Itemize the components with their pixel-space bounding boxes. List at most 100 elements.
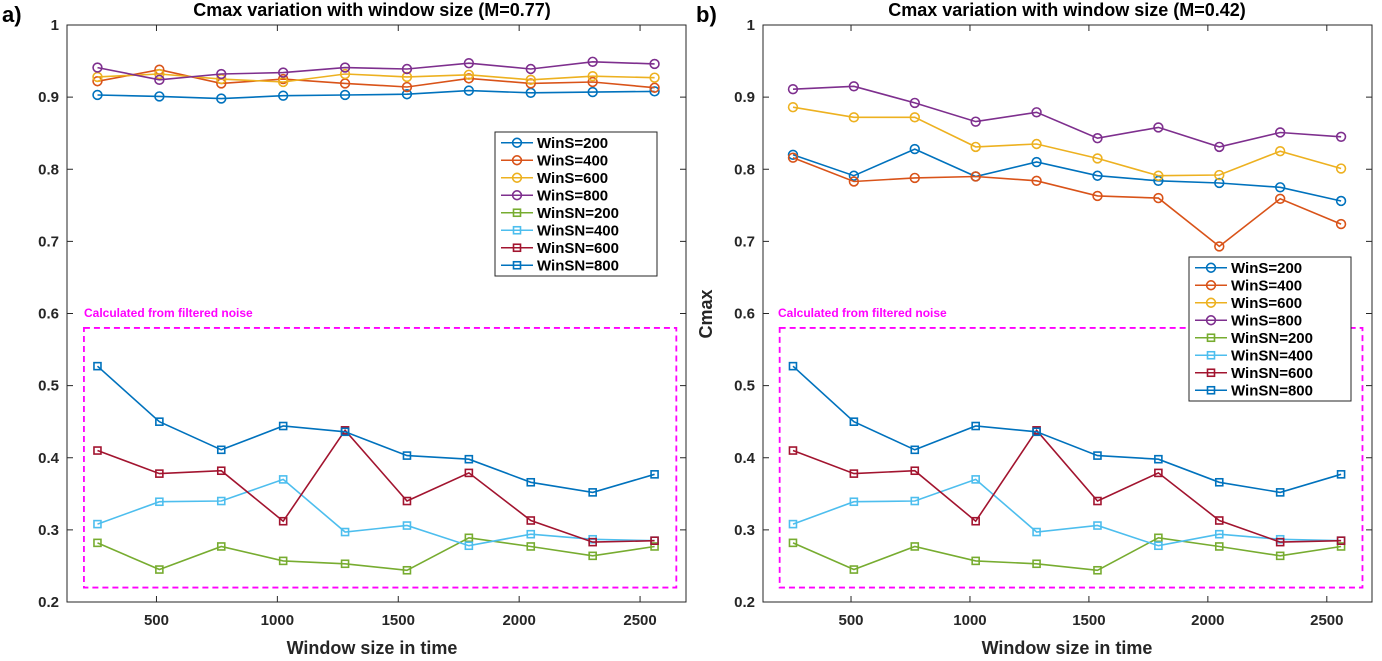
panel-a-data-point (155, 565, 164, 574)
panel-a-x-tick-label: 500 (144, 612, 169, 629)
panel-b-data-point (849, 497, 859, 507)
panel-a-y-tick-label: 0.8 (38, 161, 59, 178)
panel-b-data-point (1092, 153, 1103, 164)
panel-a-y-tick-label: 0.3 (38, 522, 59, 539)
panel-b-data-point (1154, 533, 1163, 543)
panel-b-data-point (971, 556, 980, 566)
panel-a-data-point (587, 56, 598, 67)
panel-b-x-tick-label: 1000 (953, 612, 986, 629)
panel-b-y-tick-label: 0.6 (734, 306, 755, 323)
panel-a-data-point (464, 533, 474, 543)
panel-a-legend-entry: WinSN=600 (537, 240, 619, 257)
panel-a-data-point (463, 58, 475, 69)
panel-b-data-point (970, 141, 981, 153)
panel-b-data-point (1032, 527, 1041, 537)
panel-b-data-point (787, 102, 799, 113)
panel-b-legend-marker (1206, 368, 1216, 378)
panel-a-legend-entry: WinS=600 (537, 170, 608, 187)
panel-b-legend-entry: WinSN=200 (1231, 330, 1313, 347)
panel-b-series-winsn-600 (788, 426, 1346, 547)
panel-b-data-point (1336, 542, 1346, 551)
panel-a-data-point (278, 556, 288, 566)
panel-b-data-point (910, 466, 920, 476)
panel-a-data-point (649, 82, 660, 93)
panel-b-data-point (1154, 468, 1163, 478)
panel-b-data-point (849, 565, 859, 574)
panel-b-legend-marker (1205, 315, 1217, 326)
panel-b-legend-entry: WinSN=400 (1231, 347, 1313, 364)
panel-b-legend-marker (1206, 385, 1216, 395)
panel-b-data-point (1214, 169, 1225, 181)
panel-a-legend-marker (512, 260, 522, 270)
panel-b-data-point (1031, 138, 1042, 150)
panel-a-data-point (92, 89, 103, 101)
panel-b-series-winsn-200 (788, 533, 1346, 575)
panel-b-series-wins-800 (787, 81, 1347, 153)
panel-a-data-point (587, 71, 598, 82)
panel-b-annotation-text: Calculated from filtered noise (778, 306, 947, 320)
panel-a-legend-marker (512, 225, 522, 235)
panel-b-data-point (1336, 470, 1346, 479)
panel-b-x-tick-label: 2000 (1191, 612, 1224, 629)
panel-a-x-axis-label: Window size in time (287, 638, 458, 656)
panel-a-data-point (650, 542, 659, 551)
panel-a-data-point (650, 470, 659, 479)
panel-a-data-point (401, 81, 413, 93)
panel-a-data-point (463, 73, 475, 84)
panel-b-data-point (909, 143, 920, 155)
panel-b-data-point (1154, 541, 1163, 551)
panel-b-data-point (848, 170, 860, 181)
panel-b-data-point (1335, 195, 1347, 207)
panel-b-legend-entry: WinSN=800 (1231, 382, 1313, 399)
panel-a-x-tick-label: 1000 (261, 612, 294, 629)
panel-b-data-point (788, 519, 798, 529)
panel-a-legend-marker (511, 172, 523, 183)
panel-a-data-point (278, 421, 288, 431)
panel-b-data-point (971, 516, 980, 526)
panel-b-data-point (788, 538, 798, 548)
panel-b-legend-entry: WinS=200 (1231, 260, 1302, 277)
panel-a-data-point (340, 427, 350, 437)
panel-b-data-point (909, 97, 920, 109)
panel-b-legend-entry: WinSN=600 (1231, 365, 1313, 382)
panel-a-y-tick-label: 0.7 (38, 233, 59, 250)
panel-a-legend-entry: WinSN=400 (537, 222, 619, 239)
panel-a-data-point (525, 63, 536, 75)
panel-a-data-point (526, 529, 536, 539)
panel-b-data-point (1335, 131, 1347, 142)
panel-b-series-winsn-800 (788, 361, 1346, 497)
panel-b-data-point (1275, 551, 1285, 561)
panel-a-series-line (97, 68, 655, 89)
panel-a-label: a) (2, 2, 22, 27)
panel-a-data-point (277, 67, 289, 78)
panel-b-series-wins-400 (787, 152, 1347, 252)
panel-b-data-point (1031, 107, 1042, 118)
panel-b-data-point (1336, 536, 1346, 545)
panel-b-data-point (1274, 127, 1286, 138)
panel-a-data-point (649, 58, 660, 70)
panel-b-series-line (792, 148, 1342, 202)
panel-b-data-point (848, 112, 860, 123)
panel-b-data-point (1274, 146, 1286, 157)
panel-a-series-line (97, 536, 655, 572)
panel-a-series-winsn-200 (93, 533, 659, 575)
panel-b-legend-box (1188, 256, 1352, 402)
panel-b-data-point (1214, 141, 1225, 153)
panel-b-data-point (971, 421, 980, 431)
panel-a-data-point (463, 85, 475, 96)
panel-b-data-point (1335, 218, 1347, 230)
panel-a-legend-entry: WinS=400 (537, 152, 608, 169)
panel-a-x-tick-label: 1500 (382, 612, 415, 629)
panel-a-y-tick-label: 0.2 (38, 594, 59, 611)
panel-a-data-point (650, 536, 659, 545)
panel-b-series-line (792, 85, 1342, 148)
panel-b-y-tick-label: 0.4 (734, 450, 756, 467)
panel-b-data-point (1093, 521, 1102, 530)
panel-b-data-point (849, 417, 859, 426)
panel-b-data-point (848, 81, 860, 92)
panel-b-data-point (1092, 190, 1103, 202)
panel-a-data-point (402, 451, 412, 460)
panel-b-data-point (970, 171, 981, 182)
panel-b-title: Cmax variation with window size (M=0.42) (888, 0, 1246, 20)
panel-a-data-point (92, 76, 103, 87)
